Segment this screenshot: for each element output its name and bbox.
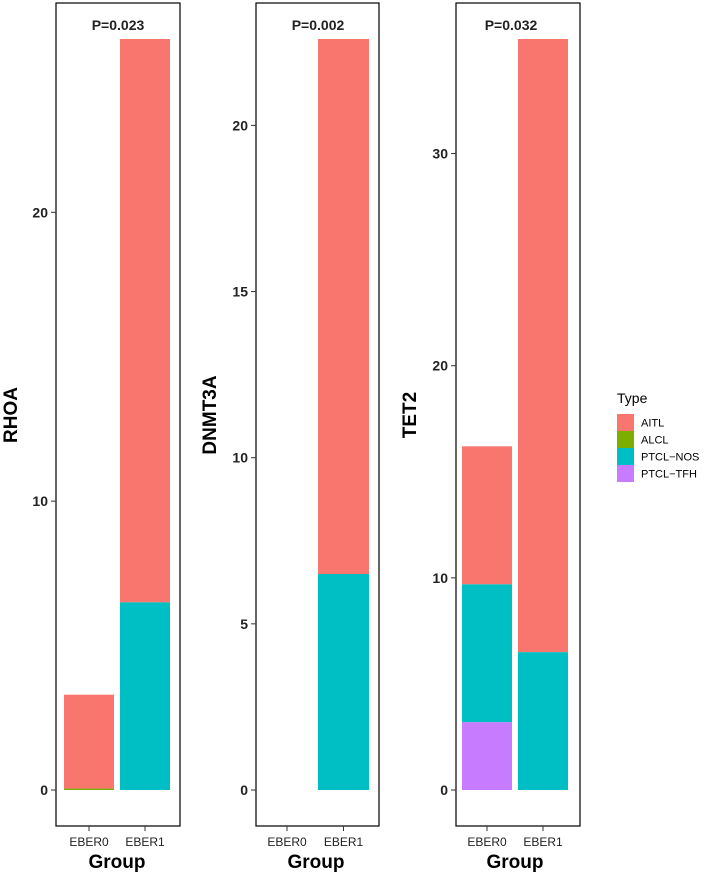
legend-label-ptcl-tfh: PTCL−TFH xyxy=(641,469,697,481)
legend-label-alcl: ALCL xyxy=(641,435,669,447)
panel-dnmt3a-marks: EBER0 EBER1 0 5 10 15 20 xyxy=(232,39,369,849)
ytick-label-rhoa-0: 0 xyxy=(40,782,48,798)
legend-swatch-ptcl-tfh xyxy=(617,465,634,482)
panel-dnmt3a-pvalue: P=0.002 xyxy=(292,17,345,33)
bar-dnmt3a-eber1-aitl xyxy=(318,39,369,575)
panel-rhoa-ylabel: RHOA xyxy=(1,387,22,443)
xtick-label-dnmt3a-eber1: EBER1 xyxy=(324,835,364,849)
ytick-label-dnmt3a-15: 15 xyxy=(232,284,248,300)
bar-rhoa-eber0-aitl xyxy=(64,694,114,789)
legend-swatch-alcl xyxy=(617,431,634,448)
ytick-label-rhoa-10: 10 xyxy=(32,493,48,509)
xtick-label-rhoa-eber1: EBER1 xyxy=(125,835,165,849)
legend: Type AITL ALCL PTCL−NOS PTCL−TFH xyxy=(617,390,699,482)
ytick-label-rhoa-20: 20 xyxy=(32,204,48,220)
xtick-label-rhoa-eber0: EBER0 xyxy=(69,835,109,849)
xtick-label-tet2-eber0: EBER0 xyxy=(467,835,507,849)
bar-tet2-eber0-ptcl-nos xyxy=(462,584,512,723)
bar-rhoa-eber1-ptcl-nos xyxy=(120,602,170,790)
bar-tet2-eber1-aitl xyxy=(518,39,568,653)
bar-rhoa-eber0-alcl xyxy=(64,788,114,790)
xtick-label-dnmt3a-eber0: EBER0 xyxy=(267,835,307,849)
xtick-label-tet2-eber1: EBER1 xyxy=(523,835,563,849)
legend-label-ptcl-nos: PTCL−NOS xyxy=(641,452,699,464)
panel-rhoa: P=0.023 RHOA Group EBER0 EBER1 0 10 20 xyxy=(1,2,181,873)
ytick-label-tet2-30: 30 xyxy=(432,146,448,162)
bar-tet2-eber0-aitl xyxy=(462,446,512,585)
panel-dnmt3a-ylabel: DNMT3A xyxy=(200,375,221,454)
ytick-label-tet2-0: 0 xyxy=(440,782,448,798)
legend-label-aitl: AITL xyxy=(641,418,664,430)
panel-tet2: P=0.032 TET2 Group EBER0 EBER1 0 10 20 30 xyxy=(400,2,581,873)
panel-dnmt3a: P=0.002 DNMT3A Group EBER0 EBER1 0 5 10 15 20 xyxy=(200,2,380,873)
panel-tet2-xlabel: Group xyxy=(487,852,544,873)
legend-items: AITL ALCL PTCL−NOS PTCL−TFH xyxy=(617,414,699,482)
panel-tet2-ylabel: TET2 xyxy=(400,392,421,438)
legend-swatch-ptcl-nos xyxy=(617,448,634,465)
ytick-label-dnmt3a-5: 5 xyxy=(240,616,248,632)
bar-dnmt3a-eber1-ptcl-nos xyxy=(318,574,369,790)
bar-tet2-eber0-ptcl-tfh xyxy=(462,722,512,790)
panel-rhoa-frame xyxy=(55,2,181,827)
legend-title: Type xyxy=(617,390,648,406)
ytick-label-tet2-20: 20 xyxy=(432,358,448,374)
panel-tet2-marks: EBER0 EBER1 0 10 20 30 xyxy=(432,39,568,849)
panel-rhoa-xlabel: Group xyxy=(89,852,146,873)
panel-tet2-frame xyxy=(455,2,581,827)
ytick-label-dnmt3a-0: 0 xyxy=(240,782,248,798)
ytick-label-dnmt3a-20: 20 xyxy=(232,117,248,133)
panel-tet2-pvalue: P=0.032 xyxy=(485,17,538,33)
bar-rhoa-eber1-aitl xyxy=(120,39,170,603)
panel-dnmt3a-frame xyxy=(255,2,380,827)
ytick-label-tet2-10: 10 xyxy=(432,570,448,586)
panel-rhoa-marks: EBER0 EBER1 0 10 20 xyxy=(32,39,170,849)
panel-rhoa-pvalue: P=0.023 xyxy=(92,17,145,33)
legend-swatch-aitl xyxy=(617,414,634,431)
panel-dnmt3a-xlabel: Group xyxy=(288,852,345,873)
ytick-label-dnmt3a-10: 10 xyxy=(232,450,248,466)
bar-tet2-eber1-ptcl-nos xyxy=(518,652,568,790)
